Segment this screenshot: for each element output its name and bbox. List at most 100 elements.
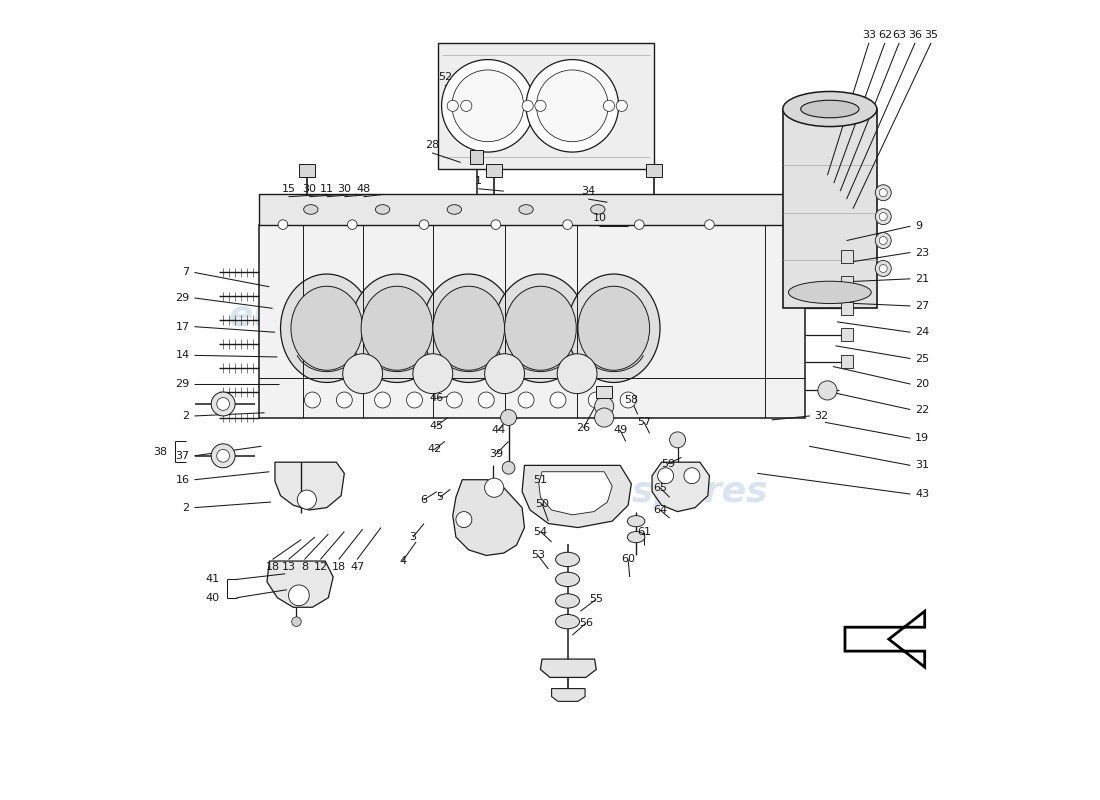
Circle shape [876,261,891,277]
Circle shape [876,233,891,249]
Ellipse shape [591,205,605,214]
Polygon shape [783,109,877,308]
Text: 16: 16 [176,474,189,485]
Circle shape [670,432,685,448]
Text: 41: 41 [205,574,219,584]
Circle shape [441,59,535,152]
Circle shape [635,220,645,230]
Text: 27: 27 [915,301,930,311]
Text: 29: 29 [175,293,189,303]
Text: 46: 46 [430,394,444,403]
Circle shape [876,185,891,201]
Ellipse shape [519,205,534,214]
Polygon shape [652,462,710,512]
Circle shape [455,512,472,527]
Polygon shape [646,164,661,177]
Text: 54: 54 [534,526,548,537]
Text: 30: 30 [302,184,316,194]
Text: 2: 2 [183,502,189,513]
Text: 12: 12 [314,562,328,573]
Polygon shape [275,462,344,510]
Text: 15: 15 [282,184,296,194]
Ellipse shape [801,100,859,118]
Ellipse shape [361,286,432,370]
Circle shape [500,410,517,426]
Ellipse shape [556,552,580,566]
Text: 23: 23 [915,247,930,258]
Text: 50: 50 [535,498,549,509]
Text: 11: 11 [320,184,333,194]
Polygon shape [539,472,613,515]
Circle shape [448,100,459,111]
Circle shape [407,392,422,408]
Text: 3: 3 [409,532,417,542]
Text: 34: 34 [581,186,595,196]
Text: 10: 10 [593,214,606,223]
Polygon shape [471,150,483,164]
Text: 20: 20 [915,379,930,389]
Circle shape [658,468,673,484]
Polygon shape [842,302,852,314]
Circle shape [278,220,288,230]
Circle shape [211,444,235,468]
Text: 62: 62 [878,30,892,40]
Polygon shape [258,194,805,225]
Ellipse shape [556,614,580,629]
Polygon shape [551,689,585,702]
Text: 49: 49 [613,426,627,435]
Circle shape [518,392,535,408]
Text: 28: 28 [425,140,439,150]
Circle shape [503,462,515,474]
Ellipse shape [448,205,462,214]
Circle shape [337,392,352,408]
Text: 32: 32 [815,411,828,421]
Text: 43: 43 [915,489,930,499]
Circle shape [375,392,390,408]
Ellipse shape [627,531,645,542]
Circle shape [217,450,230,462]
Text: 22: 22 [915,405,930,414]
Text: 39: 39 [488,450,503,459]
Circle shape [297,490,317,510]
Ellipse shape [789,282,871,303]
Polygon shape [522,466,631,527]
Ellipse shape [280,274,373,382]
Polygon shape [842,355,852,368]
Ellipse shape [783,91,877,126]
Polygon shape [486,164,503,177]
Polygon shape [267,561,333,607]
Text: 4: 4 [399,556,406,566]
Circle shape [879,189,888,197]
Ellipse shape [505,286,576,370]
Text: 26: 26 [576,423,591,433]
Text: 8: 8 [301,562,308,573]
Text: 33: 33 [862,30,876,40]
Text: 52: 52 [438,72,452,82]
Circle shape [491,220,501,230]
Text: 63: 63 [892,30,906,40]
Polygon shape [453,480,525,555]
Circle shape [535,100,546,111]
Circle shape [550,392,565,408]
Polygon shape [842,250,852,263]
Polygon shape [596,386,613,398]
Text: 51: 51 [534,474,548,485]
Circle shape [288,585,309,606]
Circle shape [292,617,301,626]
Circle shape [522,100,534,111]
Circle shape [343,354,383,394]
Text: eurospares: eurospares [229,299,456,334]
Polygon shape [842,328,852,341]
Text: 30: 30 [338,184,351,194]
Circle shape [879,213,888,221]
Text: 64: 64 [653,505,667,515]
Text: 47: 47 [350,562,364,573]
Circle shape [616,100,627,111]
Circle shape [604,100,615,111]
Text: 42: 42 [427,445,441,454]
Text: 5: 5 [437,492,443,502]
Ellipse shape [627,515,645,526]
Circle shape [305,392,320,408]
Text: 9: 9 [915,222,922,231]
Text: 59: 59 [661,458,675,469]
